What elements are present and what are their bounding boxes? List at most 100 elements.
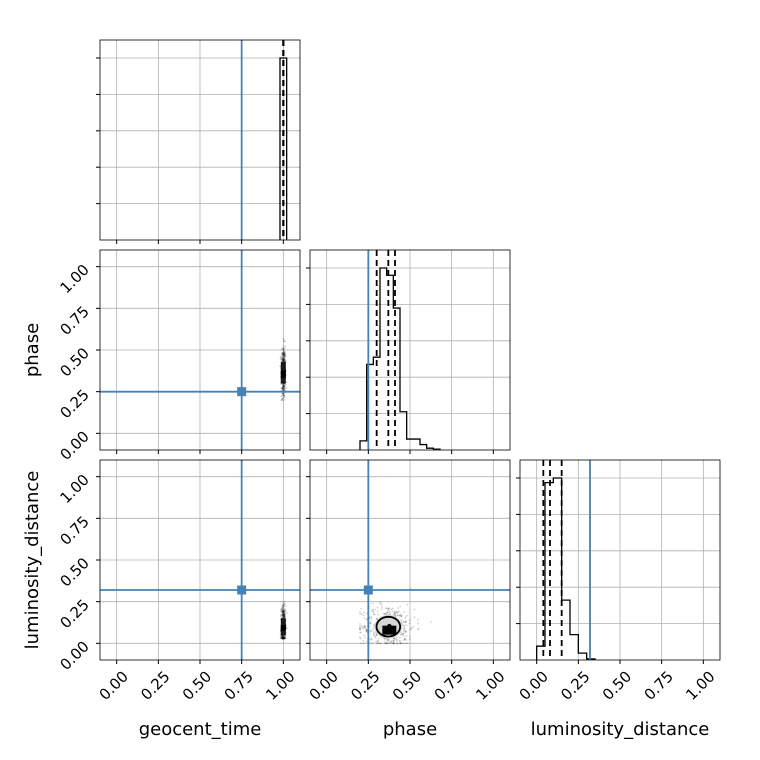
sample-point <box>282 360 285 362</box>
sample-point <box>282 610 284 613</box>
sample-point <box>281 385 284 387</box>
sample-point <box>283 609 286 612</box>
sample-point <box>281 637 284 640</box>
sample-point <box>393 612 396 615</box>
sample-point <box>282 611 285 614</box>
sample-point <box>382 612 385 615</box>
sample-point <box>281 637 284 640</box>
sample-point <box>383 642 386 645</box>
sample-point <box>280 608 282 611</box>
sample-point <box>404 616 407 619</box>
sample-point <box>284 605 287 608</box>
sample-point <box>373 613 375 616</box>
sample-point <box>282 637 285 640</box>
sample-point <box>408 622 411 625</box>
sample-point <box>281 347 284 350</box>
y-tick-label: 0.50 <box>56 554 92 590</box>
sample-point <box>284 637 287 640</box>
sample-point <box>281 610 284 613</box>
sample-point <box>283 634 286 637</box>
sample-point <box>281 613 284 616</box>
y-axis-label: phase <box>22 323 43 377</box>
sample-point <box>369 630 372 633</box>
sample-point <box>364 636 367 639</box>
sample-point <box>281 353 284 356</box>
sample-point <box>283 387 286 390</box>
sample-point <box>284 616 287 618</box>
truth-marker <box>237 387 247 397</box>
sample-point <box>281 387 284 390</box>
sample-point <box>281 382 284 385</box>
sample-point <box>283 355 286 358</box>
sample-point <box>399 613 402 616</box>
density-peak <box>382 625 397 635</box>
sample-point <box>373 633 375 636</box>
sample-point <box>285 386 288 389</box>
sample-point <box>281 636 283 639</box>
sample-point <box>370 637 373 640</box>
sample-point <box>284 360 286 362</box>
sample-point <box>279 356 282 359</box>
sample-point <box>281 635 284 637</box>
sample-point <box>283 385 286 388</box>
sample-point <box>370 620 372 623</box>
sample-point <box>417 622 419 625</box>
sample-point <box>403 610 405 613</box>
sample-point <box>409 629 412 631</box>
x-axis-label: luminosity_distance <box>531 719 710 740</box>
sample-point <box>281 393 284 395</box>
sample-point <box>372 627 375 629</box>
sample-point <box>389 642 392 645</box>
sample-point <box>359 627 361 630</box>
sample-point <box>281 383 284 386</box>
sample-point <box>282 353 285 356</box>
sample-point <box>359 613 361 616</box>
sample-point <box>403 624 405 627</box>
sample-point <box>282 337 285 340</box>
sample-point <box>281 601 284 603</box>
sample-point <box>385 642 388 645</box>
sample-point <box>375 640 377 643</box>
sample-point <box>283 637 286 640</box>
sample-point <box>281 614 284 617</box>
x-tick-label: 0.25 <box>137 668 173 704</box>
sample-point <box>282 635 285 637</box>
sample-point <box>281 359 284 362</box>
sample-point <box>282 348 285 351</box>
sample-point <box>399 639 402 642</box>
sample-point <box>280 637 283 640</box>
sample-point <box>399 642 402 645</box>
sample-point <box>282 615 285 617</box>
sample-point <box>396 613 399 616</box>
sample-point <box>281 360 284 362</box>
sample-point <box>374 636 377 639</box>
sample-point <box>403 625 405 628</box>
sample-point <box>281 386 284 389</box>
sample-point <box>393 613 395 616</box>
sample-point <box>375 634 378 637</box>
sample-point <box>284 613 286 616</box>
sample-point <box>283 637 285 640</box>
x-tick-label: 0.00 <box>306 668 342 704</box>
sample-point <box>397 611 399 614</box>
sample-point <box>392 639 395 642</box>
sample-point <box>395 610 398 613</box>
sample-point <box>281 351 284 354</box>
sample-point <box>282 636 285 639</box>
sample-point <box>384 638 386 641</box>
sample-point <box>363 611 365 614</box>
sample-point <box>284 603 286 606</box>
sample-point <box>283 358 285 361</box>
sample-point <box>281 637 284 640</box>
sample-point <box>280 610 283 613</box>
sample-point <box>383 612 386 615</box>
sample-point <box>403 629 406 632</box>
sample-point <box>283 615 285 618</box>
sample-point <box>405 614 408 617</box>
x-tick-label: 0.50 <box>389 668 425 704</box>
sample-point <box>283 614 286 617</box>
sample-point <box>284 611 286 614</box>
scatter-geocent_time-phase <box>279 337 288 401</box>
sample-point <box>283 359 286 362</box>
sample-point <box>280 355 282 358</box>
